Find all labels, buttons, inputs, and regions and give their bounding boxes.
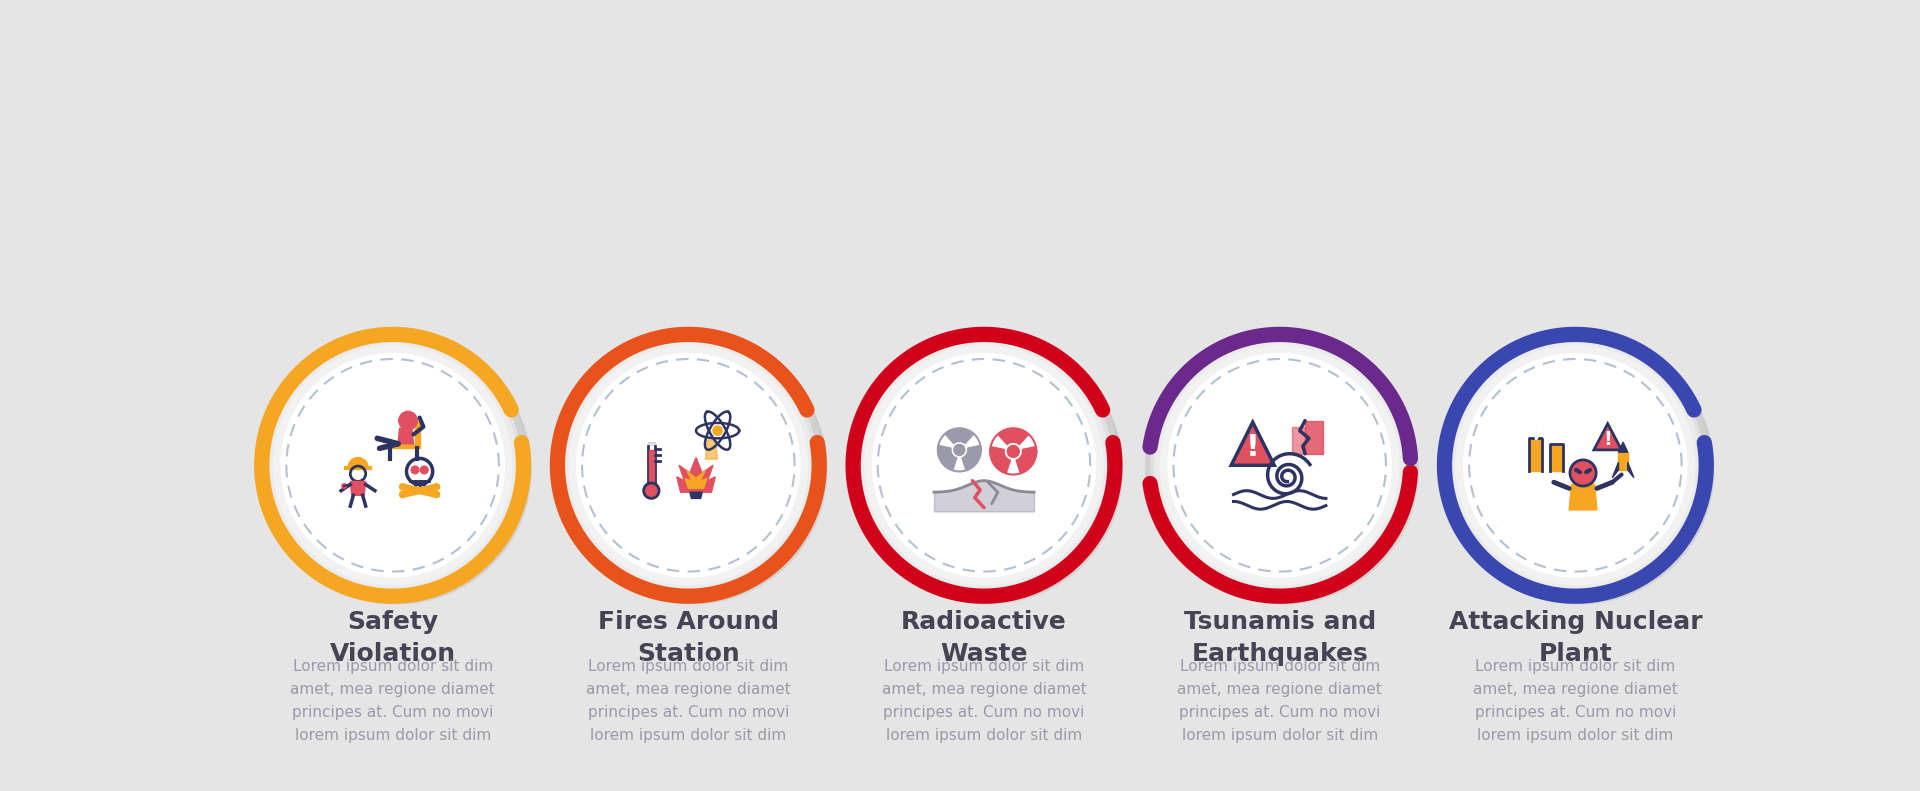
Polygon shape (415, 421, 420, 444)
Polygon shape (1628, 462, 1634, 478)
Circle shape (280, 354, 505, 577)
Polygon shape (998, 429, 1029, 445)
Circle shape (954, 445, 964, 455)
Circle shape (559, 336, 828, 604)
Circle shape (1463, 354, 1688, 577)
Circle shape (399, 411, 417, 430)
Circle shape (856, 337, 1112, 594)
Polygon shape (962, 445, 981, 471)
Circle shape (1160, 346, 1400, 585)
Polygon shape (1569, 485, 1597, 510)
Circle shape (860, 341, 1108, 590)
Circle shape (269, 341, 516, 590)
Polygon shape (1613, 462, 1619, 478)
Polygon shape (685, 471, 707, 488)
Polygon shape (349, 482, 365, 495)
Circle shape (1156, 341, 1404, 590)
Circle shape (1446, 336, 1715, 604)
Polygon shape (1619, 452, 1628, 470)
Polygon shape (1016, 447, 1037, 473)
Text: Lorem ipsum dolor sit dim
amet, mea regione diamet
principes at. Cum no movi
lor: Lorem ipsum dolor sit dim amet, mea regi… (586, 659, 791, 743)
Circle shape (872, 354, 1096, 577)
Text: Radioactive
Waste: Radioactive Waste (900, 610, 1068, 666)
Circle shape (864, 346, 1104, 585)
Text: Safety
Violation: Safety Violation (330, 610, 455, 666)
Circle shape (261, 335, 530, 603)
Circle shape (263, 336, 532, 604)
Circle shape (1167, 354, 1392, 577)
Circle shape (643, 483, 659, 498)
Circle shape (712, 426, 722, 435)
Text: Lorem ipsum dolor sit dim
amet, mea regione diamet
principes at. Cum no movi
lor: Lorem ipsum dolor sit dim amet, mea regi… (290, 659, 495, 743)
Polygon shape (676, 457, 716, 492)
Polygon shape (1594, 424, 1622, 450)
Circle shape (1148, 335, 1417, 603)
Circle shape (1444, 333, 1711, 601)
Circle shape (852, 333, 1119, 601)
Text: Lorem ipsum dolor sit dim
amet, mea regione diamet
principes at. Cum no movi
lor: Lorem ipsum dolor sit dim amet, mea regi… (881, 659, 1087, 743)
Circle shape (1008, 446, 1020, 457)
Text: !: ! (1603, 430, 1613, 448)
Circle shape (273, 346, 513, 585)
Polygon shape (705, 440, 718, 459)
Circle shape (568, 346, 808, 585)
Circle shape (1148, 333, 1415, 601)
Circle shape (555, 331, 822, 600)
Circle shape (1444, 335, 1713, 603)
Polygon shape (1231, 422, 1275, 465)
Polygon shape (991, 447, 1010, 473)
Polygon shape (1549, 444, 1563, 471)
Circle shape (851, 331, 1117, 600)
Text: Tsunamis and
Earthquakes: Tsunamis and Earthquakes (1183, 610, 1377, 666)
Circle shape (1152, 337, 1407, 594)
Circle shape (557, 335, 826, 603)
Text: Lorem ipsum dolor sit dim
amet, mea regione diamet
principes at. Cum no movi
lor: Lorem ipsum dolor sit dim amet, mea regi… (1177, 659, 1382, 743)
Polygon shape (1292, 427, 1306, 454)
Polygon shape (397, 429, 413, 444)
Polygon shape (1528, 437, 1542, 471)
Circle shape (265, 337, 520, 594)
Text: Attacking Nuclear
Plant: Attacking Nuclear Plant (1448, 610, 1703, 666)
Circle shape (1571, 460, 1596, 486)
Wedge shape (348, 457, 369, 467)
Polygon shape (945, 429, 973, 444)
Circle shape (399, 484, 405, 490)
Circle shape (1536, 424, 1544, 433)
Text: Lorem ipsum dolor sit dim
amet, mea regione diamet
principes at. Cum no movi
lor: Lorem ipsum dolor sit dim amet, mea regi… (1473, 659, 1678, 743)
Circle shape (1455, 346, 1695, 585)
Polygon shape (649, 446, 655, 488)
Text: !: ! (1246, 433, 1260, 462)
Circle shape (434, 484, 440, 490)
Circle shape (420, 466, 428, 474)
Circle shape (564, 341, 812, 590)
Circle shape (1452, 341, 1699, 590)
Circle shape (854, 336, 1123, 604)
Polygon shape (1619, 442, 1628, 452)
Polygon shape (1306, 421, 1323, 454)
Text: Fires Around
Station: Fires Around Station (597, 610, 780, 666)
Polygon shape (689, 492, 703, 498)
Circle shape (261, 333, 528, 601)
Circle shape (852, 335, 1121, 603)
Circle shape (1442, 331, 1709, 600)
Polygon shape (649, 450, 653, 485)
Circle shape (1448, 337, 1703, 594)
Circle shape (557, 333, 824, 601)
Circle shape (561, 337, 816, 594)
Circle shape (1146, 331, 1413, 600)
Circle shape (399, 491, 405, 498)
Circle shape (259, 331, 526, 600)
Circle shape (434, 491, 440, 498)
Circle shape (1150, 336, 1419, 604)
Circle shape (342, 484, 346, 488)
Polygon shape (937, 445, 956, 471)
Circle shape (411, 466, 419, 474)
Polygon shape (388, 444, 420, 448)
Polygon shape (647, 442, 655, 488)
Circle shape (576, 354, 801, 577)
